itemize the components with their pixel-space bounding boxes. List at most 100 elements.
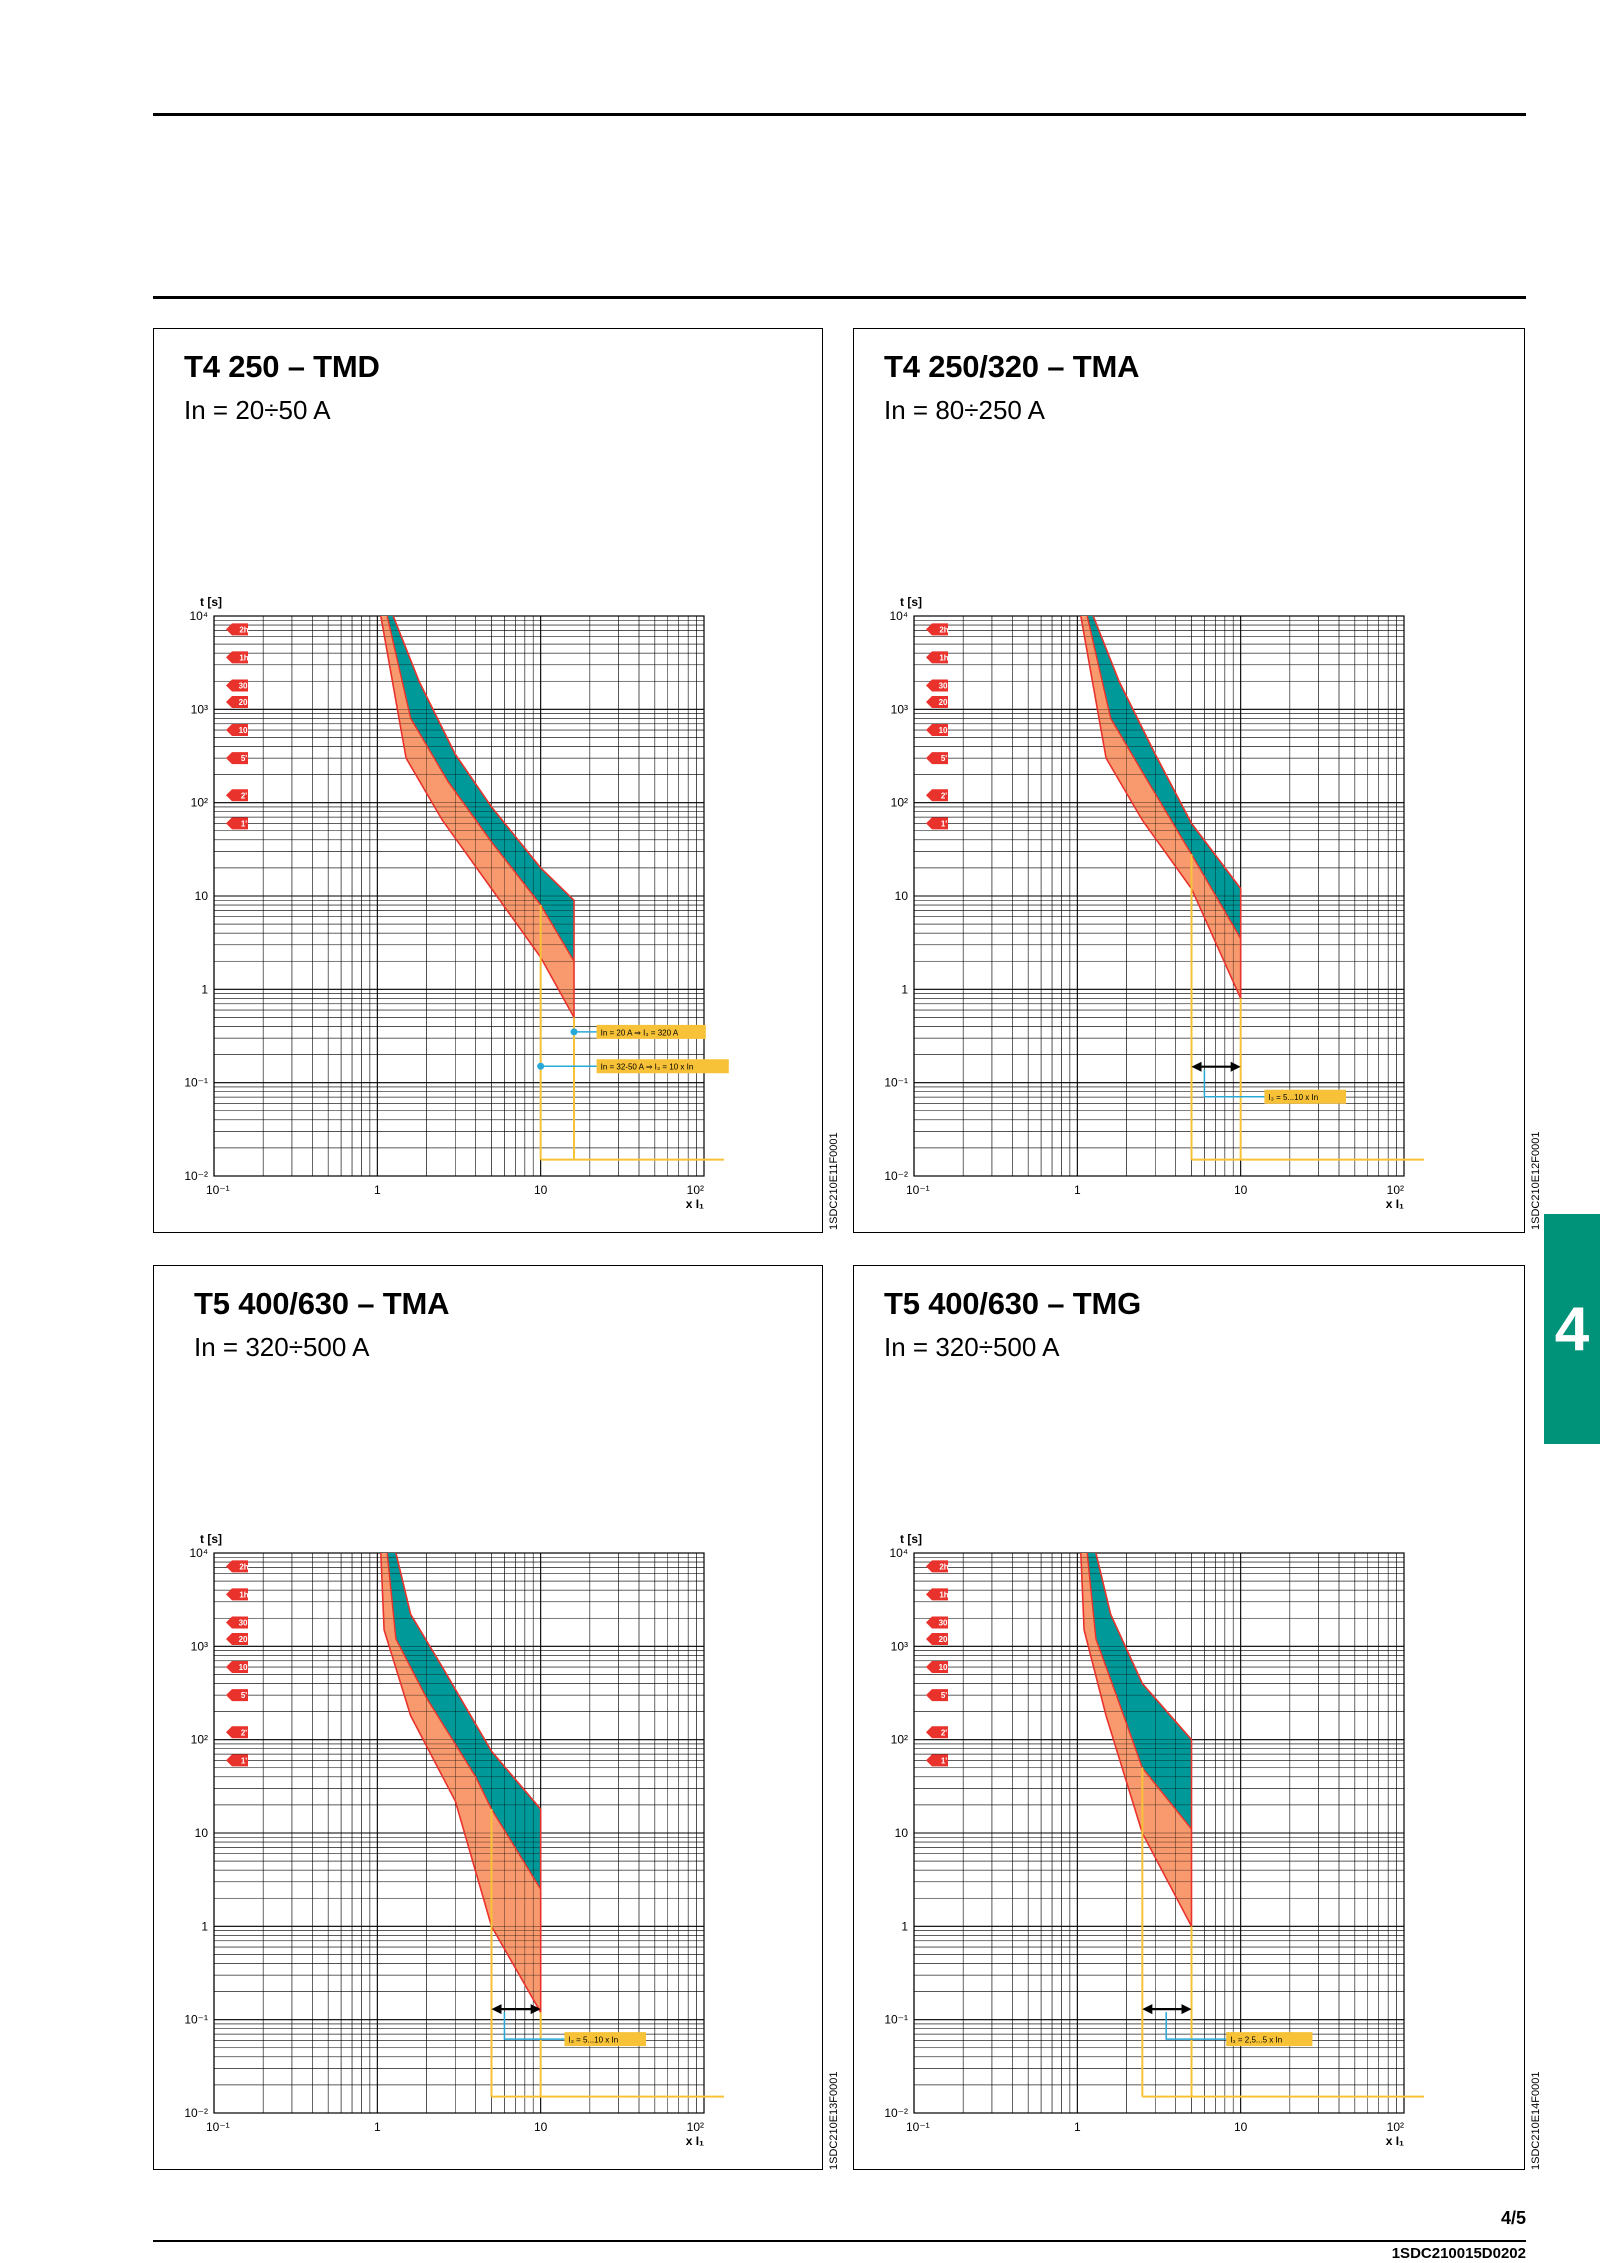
- setting-label: In = 32-50 A ⇒ I₃ = 10 x In: [601, 1063, 694, 1072]
- y-tick-label: 10⁻²: [884, 1169, 908, 1183]
- range-arrow-head-right: [1181, 2004, 1192, 2015]
- time-marker-flag: [226, 724, 248, 737]
- document-code: 1SDC210015D0202: [1391, 2245, 1526, 2262]
- range-arrow-head-right: [1230, 1061, 1241, 1072]
- y-tick-label: 10⁻²: [184, 1169, 208, 1183]
- x-tick-label: 1: [1074, 2120, 1081, 2134]
- panel-title: T5 400/630 – TMG: [884, 1286, 1141, 1321]
- thermal-mid-curve: [386, 616, 575, 962]
- time-marker-flag: [926, 1560, 948, 1573]
- time-marker-label: 1h: [939, 653, 948, 662]
- setting-label-box: [596, 1024, 706, 1039]
- panel-t4-tma: T4 250/320 – TMA In = 80÷250 A I₃ = 5...…: [853, 328, 1525, 1233]
- time-marker-label: 10': [939, 1663, 950, 1672]
- y-tick-label: 10⁴: [889, 609, 908, 623]
- trip-curve-chart: In = 20 A ⇒ I₃ = 320 A In = 32-50 A ⇒ I₃ …: [184, 595, 729, 1211]
- time-marker-label: 30': [239, 1619, 250, 1628]
- section-tab: 4: [1544, 1214, 1600, 1444]
- trip-curve-chart: I₃ = 5...10 x In 2h 1h 30' 20' 10' 5' 2' 1' 10⁴ 10…: [184, 1532, 724, 2148]
- time-markers: 2h 1h 30' 20' 10' 5' 2' 1': [926, 1560, 950, 1767]
- time-marker-label: 2': [241, 791, 247, 800]
- y-tick-label: 1: [201, 1919, 208, 1933]
- figure-code: 1SDC210E13F0001: [828, 2071, 840, 2170]
- annotations: I₃ = 2,5...5 x In: [1142, 2004, 1313, 2047]
- trip-curve-chart: I₃ = 5...10 x In 2h 1h 30' 20' 10' 5' 2' 1' 10⁴ 10…: [884, 595, 1424, 1211]
- thermal-mid-curve: [386, 1553, 542, 1890]
- time-marker-flag: [926, 752, 948, 765]
- time-marker-flag: [926, 1754, 948, 1767]
- thermal-upper-curve: [1095, 1553, 1193, 1741]
- panel-subtitle: In = 20÷50 A: [184, 395, 331, 425]
- thermal-upper-curve: [1092, 616, 1242, 890]
- x-tick-label: 1: [374, 1183, 381, 1197]
- thermal-lower-curve: [1080, 616, 1242, 999]
- time-marker-flag: [926, 817, 948, 830]
- x-tick-label: 10: [1234, 2120, 1248, 2134]
- y-tick-label: 10³: [891, 702, 908, 716]
- range-label: I₃ = 2,5...5 x In: [1230, 2036, 1282, 2045]
- thermal-lower-curve: [380, 1553, 542, 2013]
- y-tick-label: 10: [195, 889, 209, 903]
- time-marker-label: 1': [241, 1756, 247, 1765]
- time-marker-flag: [226, 695, 248, 708]
- top-rule: [153, 113, 1526, 116]
- time-marker-flag: [226, 1632, 248, 1645]
- time-marker-label: 5': [241, 754, 247, 763]
- setting-label: In = 20 A ⇒ I₃ = 320 A: [601, 1028, 679, 1037]
- trip-bands: [214, 616, 704, 1176]
- time-marker-flag: [226, 1588, 248, 1601]
- range-arrow-head-right: [530, 2004, 541, 2015]
- thermal-upper-curve: [395, 1553, 542, 1810]
- time-marker-label: 1h: [239, 653, 248, 662]
- y-tick-label: 10⁴: [189, 609, 208, 623]
- range-label: I₃ = 5...10 x In: [568, 2036, 618, 2045]
- y-tick-label: 10⁻¹: [184, 1076, 208, 1090]
- time-marker-flag: [926, 695, 948, 708]
- time-marker-label: 20': [239, 1635, 250, 1644]
- thermal-lower-curve: [380, 616, 575, 1018]
- footer-rule: [153, 2240, 1526, 2242]
- thermal-upper-band: [387, 616, 575, 962]
- y-tick-label: 10⁴: [889, 1546, 908, 1560]
- time-marker-label: 1h: [939, 1590, 948, 1599]
- time-marker-flag: [226, 1726, 248, 1739]
- y-axis-label: t [s]: [900, 595, 922, 609]
- time-marker-label: 30': [239, 682, 250, 691]
- range-label-box: [564, 2032, 647, 2047]
- thermal-mid-curve: [1086, 616, 1242, 939]
- y-tick-label: 10³: [191, 702, 208, 716]
- time-marker-flag: [226, 623, 248, 636]
- x-tick-label: 10⁻¹: [206, 2120, 230, 2134]
- panel-t5-tmg: T5 400/630 – TMG In = 320÷500 A I₃ = 2,5…: [853, 1265, 1525, 2170]
- x-tick-label: 10²: [687, 1183, 704, 1197]
- time-marker-label: 10': [239, 726, 250, 735]
- thermal-mid-curve: [1086, 1553, 1193, 1830]
- time-marker-label: 2h: [239, 625, 248, 634]
- panel-t5-tma: T5 400/630 – TMA In = 320÷500 A I₃ = 5..…: [153, 1265, 823, 2170]
- time-marker-flag: [926, 679, 948, 692]
- time-markers: 2h 1h 30' 20' 10' 5' 2' 1': [226, 1560, 250, 1767]
- time-marker-flag: [226, 1754, 248, 1767]
- y-axis-label: t [s]: [200, 1532, 222, 1546]
- panel-subtitle: In = 320÷500 A: [884, 1332, 1060, 1362]
- x-tick-label: 10⁻¹: [906, 2120, 930, 2134]
- figure-code: 1SDC210E14F0001: [1530, 2071, 1542, 2170]
- time-marker-label: 2h: [939, 625, 948, 634]
- time-marker-flag: [926, 651, 948, 664]
- time-marker-label: 20': [939, 698, 950, 707]
- y-tick-label: 10²: [191, 1733, 208, 1747]
- time-marker-label: 1h: [239, 1590, 248, 1599]
- setting-label-box: [596, 1059, 729, 1074]
- thermal-lower-curve: [1080, 1553, 1193, 1927]
- time-marker-flag: [926, 724, 948, 737]
- thermal-lower-band: [1080, 616, 1241, 999]
- y-tick-label: 1: [201, 982, 208, 996]
- time-marker-label: 5': [241, 1691, 247, 1700]
- y-tick-label: 1: [901, 982, 908, 996]
- time-marker-label: 2': [941, 791, 947, 800]
- y-axis-label: t [s]: [900, 1532, 922, 1546]
- y-axis-label: t [s]: [200, 595, 222, 609]
- x-axis-label: x I₁: [686, 1197, 704, 1211]
